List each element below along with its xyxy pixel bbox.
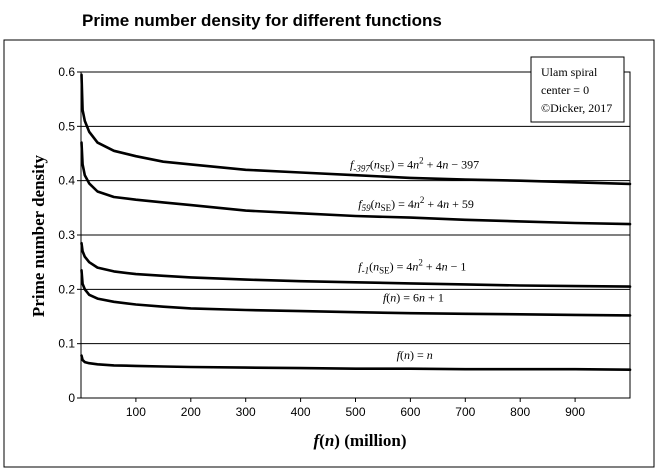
series-label-0: f-397(nSE) = 4n2 + 4n − 397 <box>350 156 479 174</box>
series-label-4-part-2: n <box>404 348 410 362</box>
series-label-0-part-10: − 397 <box>448 158 479 172</box>
y-tick-label-2: 0.2 <box>58 282 75 296</box>
series-label-4-part-4: n <box>427 348 433 362</box>
y-axis-title: Prime number density <box>29 154 48 317</box>
series-label-2-part-0: f <box>358 259 363 273</box>
series-label-2-part-6: n <box>412 259 418 273</box>
annotation-line-2: center = 0 <box>541 83 589 97</box>
series-label-3-part-1: ( <box>386 290 390 304</box>
x-axis-title-n: n <box>325 431 334 450</box>
series-label-3-part-3: ) = 6 <box>396 290 419 304</box>
series-label-0-part-8: + 4 <box>424 158 443 172</box>
series-label-1-part-3: n <box>375 197 381 211</box>
series-line-0 <box>80 73 632 186</box>
x-tick-label-5: 600 <box>400 405 420 419</box>
annotation-frame <box>530 56 625 123</box>
x-axis-title: f(n) (million) <box>313 431 406 450</box>
y-tick-label-4: 0.4 <box>58 174 75 188</box>
y-tick-label-0: 0 <box>68 391 75 405</box>
series-label-0-part-0: f <box>350 158 355 172</box>
x-axis-title-f: f <box>313 431 321 450</box>
x-tick-label-3: 400 <box>291 405 311 419</box>
series-label-3-part-5: + 1 <box>425 290 444 304</box>
x-tick-label-1: 200 <box>181 405 201 419</box>
series-label-2-part-3: n <box>373 259 379 273</box>
series-label-2-part-10: − 1 <box>448 259 467 273</box>
series-label-3-part-4: n <box>419 290 425 304</box>
series-label-1-part-4: SE <box>381 203 392 213</box>
series-label-4-part-1: ( <box>400 348 404 362</box>
x-tick-label-6: 700 <box>455 405 475 419</box>
series-label-2-part-7: 2 <box>418 257 423 267</box>
series-label-3-part-0: f <box>383 290 388 304</box>
series-label-2: f-1(nSE) = 4n2 + 4n − 1 <box>358 257 466 275</box>
series-label-2-part-4: SE <box>379 265 390 275</box>
series-label-0-part-6: n <box>413 158 419 172</box>
series-label-1-part-5: ) = 4 <box>391 197 414 211</box>
y-tick-label-3: 0.3 <box>58 228 75 242</box>
series-lines <box>80 73 632 371</box>
series-label-0-part-3: n <box>374 158 380 172</box>
series-label-0-part-2: ( <box>370 158 374 172</box>
series-label-1-part-9: n <box>443 197 449 211</box>
x-tick-label-2: 300 <box>236 405 256 419</box>
series-label-1-part-10: + 59 <box>449 197 474 211</box>
series-label-2-part-9: n <box>442 259 448 273</box>
series-label-1-part-2: ( <box>371 197 375 211</box>
series-label-0-part-9: n <box>442 158 448 172</box>
series-label-1-part-6: n <box>414 197 420 211</box>
series-label-4-part-3: ) = <box>410 348 427 362</box>
series-label-4: f(n) = n <box>397 348 433 362</box>
series-label-1-part-7: 2 <box>420 195 425 205</box>
x-axis-title-paren: ( <box>319 431 325 450</box>
series-label-0-part-7: 2 <box>419 156 424 166</box>
y-tick-label-6: 0.6 <box>58 65 75 79</box>
series-label-0-part-4: SE <box>380 164 391 174</box>
x-tick-label-8: 900 <box>565 405 585 419</box>
series-label-4-part-0: f <box>397 348 402 362</box>
x-axis-title-unit: ) (million) <box>334 431 406 450</box>
annotation-box: Ulam spiral center = 0 ©Dicker, 2017 <box>530 56 625 123</box>
annotation-line-3: ©Dicker, 2017 <box>541 101 612 115</box>
series-label-0-part-1: -397 <box>353 164 370 174</box>
series-line-4 <box>80 354 632 371</box>
series-label-1-part-0: f <box>358 197 363 211</box>
y-tick-label-5: 0.5 <box>58 119 75 133</box>
series-line-3 <box>80 269 632 317</box>
chart-title: Prime number density for different funct… <box>82 11 442 30</box>
x-tick-label-4: 500 <box>345 405 365 419</box>
chart-area-border <box>3 39 655 468</box>
series-label-2-part-1: -1 <box>362 265 370 275</box>
annotation-line-1: Ulam spiral <box>541 65 598 79</box>
x-axis-ticks: 100 200 300 400 500 600 700 800 900 <box>126 398 585 419</box>
series-label-1: f59(nSE) = 4n2 + 4n + 59 <box>358 195 474 213</box>
y-tick-label-1: 0.1 <box>58 337 75 351</box>
series-label-2-part-8: + 4 <box>423 259 442 273</box>
series-label-3: f(n) = 6n + 1 <box>383 290 444 304</box>
series-line-2 <box>80 241 632 288</box>
x-tick-label-7: 800 <box>510 405 530 419</box>
series-label-1-part-8: + 4 <box>424 197 443 211</box>
series-label-0-part-5: ) = 4 <box>390 158 413 172</box>
series-label-2-part-5: ) = 4 <box>390 259 413 273</box>
y-axis-ticks: 0 0.1 0.2 0.3 0.4 0.5 0.6 <box>58 65 81 405</box>
x-tick-label-0: 100 <box>126 405 146 419</box>
series-label-3-part-2: n <box>390 290 396 304</box>
series-label-2-part-2: ( <box>369 259 373 273</box>
series-label-1-part-1: 59 <box>362 203 372 213</box>
series-line-1 <box>80 141 632 226</box>
